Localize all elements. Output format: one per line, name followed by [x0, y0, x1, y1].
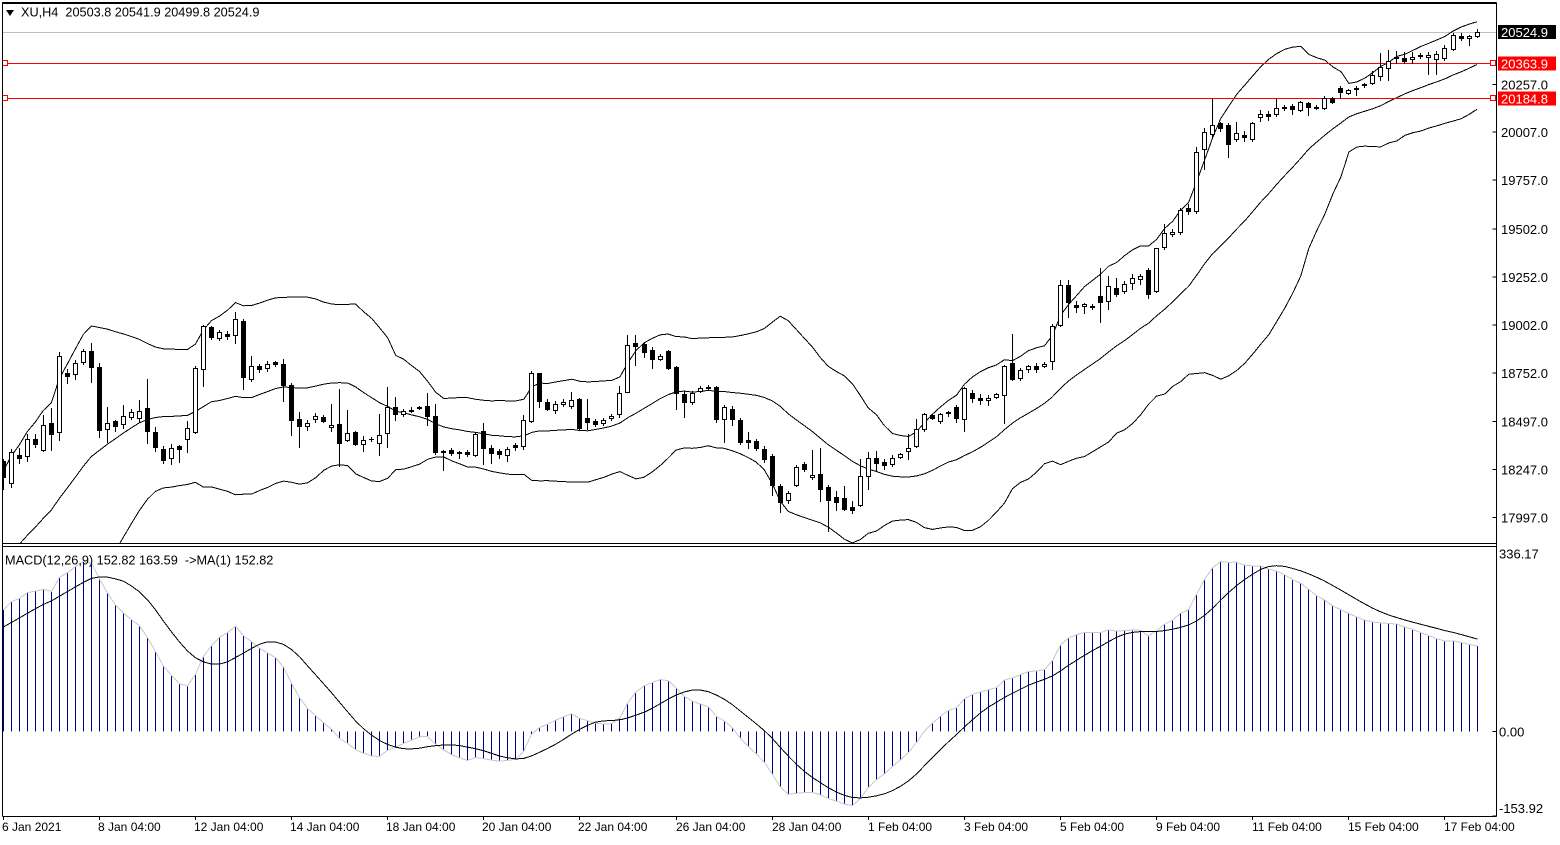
svg-text:5 Feb 04:00: 5 Feb 04:00 [1060, 820, 1124, 834]
svg-text:336.17: 336.17 [1499, 547, 1539, 562]
svg-text:20257.0: 20257.0 [1501, 77, 1548, 92]
svg-text:18247.0: 18247.0 [1501, 463, 1548, 478]
svg-text:19757.0: 19757.0 [1501, 173, 1548, 188]
svg-text:14 Jan 04:00: 14 Jan 04:00 [290, 820, 360, 834]
svg-text:26 Jan 04:00: 26 Jan 04:00 [676, 820, 746, 834]
svg-text:19502.0: 19502.0 [1501, 222, 1548, 237]
svg-text:22 Jan 04:00: 22 Jan 04:00 [578, 820, 648, 834]
svg-text:19252.0: 19252.0 [1501, 270, 1548, 285]
svg-text:9 Feb 04:00: 9 Feb 04:00 [1156, 820, 1220, 834]
svg-text:20 Jan 04:00: 20 Jan 04:00 [482, 820, 552, 834]
svg-text:8 Jan 04:00: 8 Jan 04:00 [98, 820, 161, 834]
svg-text:MACD(12,26,9) 152.82 163.59 -: MACD(12,26,9) 152.82 163.59 ->MA(1) 152.… [5, 554, 273, 568]
svg-text:18497.0: 18497.0 [1501, 415, 1548, 430]
svg-text:6 Jan 2021: 6 Jan 2021 [2, 820, 62, 834]
svg-text:20007.0: 20007.0 [1501, 125, 1548, 140]
svg-text:0.00: 0.00 [1499, 725, 1524, 740]
svg-text:15 Feb 04:00: 15 Feb 04:00 [1348, 820, 1419, 834]
svg-text:12 Jan 04:00: 12 Jan 04:00 [194, 820, 264, 834]
svg-text:28 Jan 04:00: 28 Jan 04:00 [772, 820, 842, 834]
svg-text:18752.0: 18752.0 [1501, 366, 1548, 381]
svg-text:17997.0: 17997.0 [1501, 511, 1548, 526]
svg-text:20524.9: 20524.9 [1501, 25, 1548, 40]
svg-text:-153.92: -153.92 [1499, 801, 1543, 816]
svg-text:17 Feb 04:00: 17 Feb 04:00 [1444, 820, 1515, 834]
svg-text:3 Feb 04:00: 3 Feb 04:00 [964, 820, 1028, 834]
svg-text:20363.9: 20363.9 [1501, 57, 1548, 72]
svg-text:XU,H4 20503.8 20541.9 20499.8: XU,H4 20503.8 20541.9 20499.8 20524.9 [21, 6, 259, 20]
svg-text:19002.0: 19002.0 [1501, 318, 1548, 333]
svg-text:20184.8: 20184.8 [1501, 92, 1548, 107]
svg-text:18 Jan 04:00: 18 Jan 04:00 [386, 820, 456, 834]
svg-text:11 Feb 04:00: 11 Feb 04:00 [1252, 820, 1322, 834]
svg-text:1 Feb 04:00: 1 Feb 04:00 [868, 820, 932, 834]
